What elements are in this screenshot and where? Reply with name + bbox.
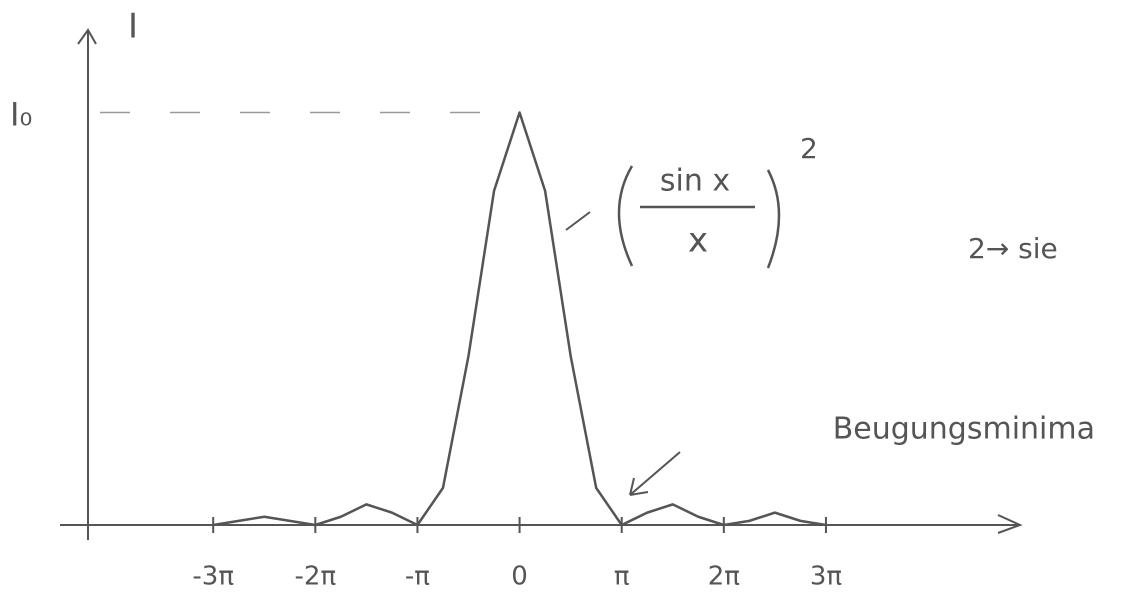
x-tick-label: -π	[405, 562, 430, 592]
annotation-arrow	[630, 452, 680, 495]
x-tick-label: 3π	[810, 562, 842, 592]
annotation: Beugungsminima	[833, 412, 1095, 447]
y-tick-label: I₀	[10, 96, 32, 134]
y-axis-label: I	[128, 7, 138, 47]
x-tick-label: -3π	[192, 562, 234, 592]
x-tick-label: 0	[511, 562, 528, 592]
formula-exponent: 2	[800, 132, 818, 165]
formula-paren	[768, 170, 779, 268]
formula-numerator: sin x	[660, 164, 730, 199]
formula-denominator: x	[688, 221, 708, 261]
data-line	[213, 113, 826, 526]
x-tick-label: -2π	[295, 562, 337, 592]
formula-paren	[619, 166, 632, 266]
annotation: 2→ sie	[968, 232, 1058, 265]
x-tick-label: π	[614, 562, 630, 592]
chart: I sin x x 2 Beugungsminima 2→ sie -3π -2π…	[0, 0, 1123, 594]
x-tick-label: 2π	[708, 562, 740, 592]
pointer	[566, 212, 590, 230]
